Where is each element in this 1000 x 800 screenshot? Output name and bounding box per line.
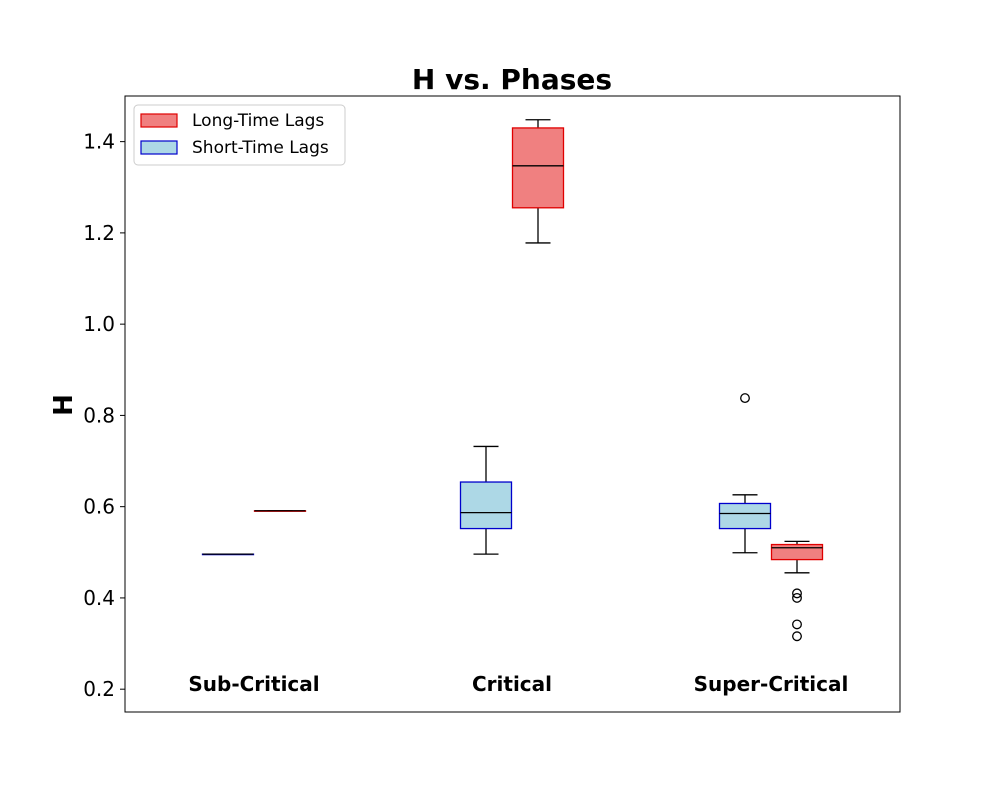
outlier-point [792,619,802,630]
y-tick-label: 0.4 [83,586,115,610]
outlier-point [792,631,802,642]
y-tick-label: 1.0 [83,312,115,336]
category-label: Sub-Critical [188,672,319,696]
plot-area: 0.2 0.4 0.6 0.8 1.0 1.2 1.4 Sub-Critical Critica… [83,95,901,713]
box-body [718,502,772,530]
outlier-point [792,588,802,599]
box-short-time-lagssuper-critical [718,393,772,554]
legend: Long-Time Lags Short-Time Lags [133,104,346,166]
box-short-time-lagssub-critical [201,553,255,556]
legend-label: Long-Time Lags [192,111,324,131]
box-long-time-lagscritical [511,119,565,244]
y-tick-label: 0.2 [83,677,115,701]
outlier-point [740,393,750,404]
y-axis-label: H [49,394,79,416]
box-body [459,481,513,530]
legend-swatch [140,140,178,155]
chart-title: H vs. Phases [412,63,612,96]
legend-label: Short-Time Lags [192,138,329,158]
category-label: Super-Critical [694,672,849,696]
box-body [770,543,824,561]
y-tick-label: 0.6 [83,495,115,519]
legend-frame [133,104,346,166]
y-tick-label: 1.4 [83,130,115,154]
box-body [511,127,565,209]
category-label: Critical [472,672,552,696]
y-tick-label: 0.8 [83,403,115,427]
box-short-time-lagscritical [459,445,513,555]
box-long-time-lagssub-critical [253,510,307,512]
axes-frame [124,95,901,713]
outlier-point [792,592,802,603]
box-long-time-lagssuper-critical [770,540,824,642]
y-tick-label: 1.2 [83,221,115,245]
legend-swatch [140,113,178,128]
